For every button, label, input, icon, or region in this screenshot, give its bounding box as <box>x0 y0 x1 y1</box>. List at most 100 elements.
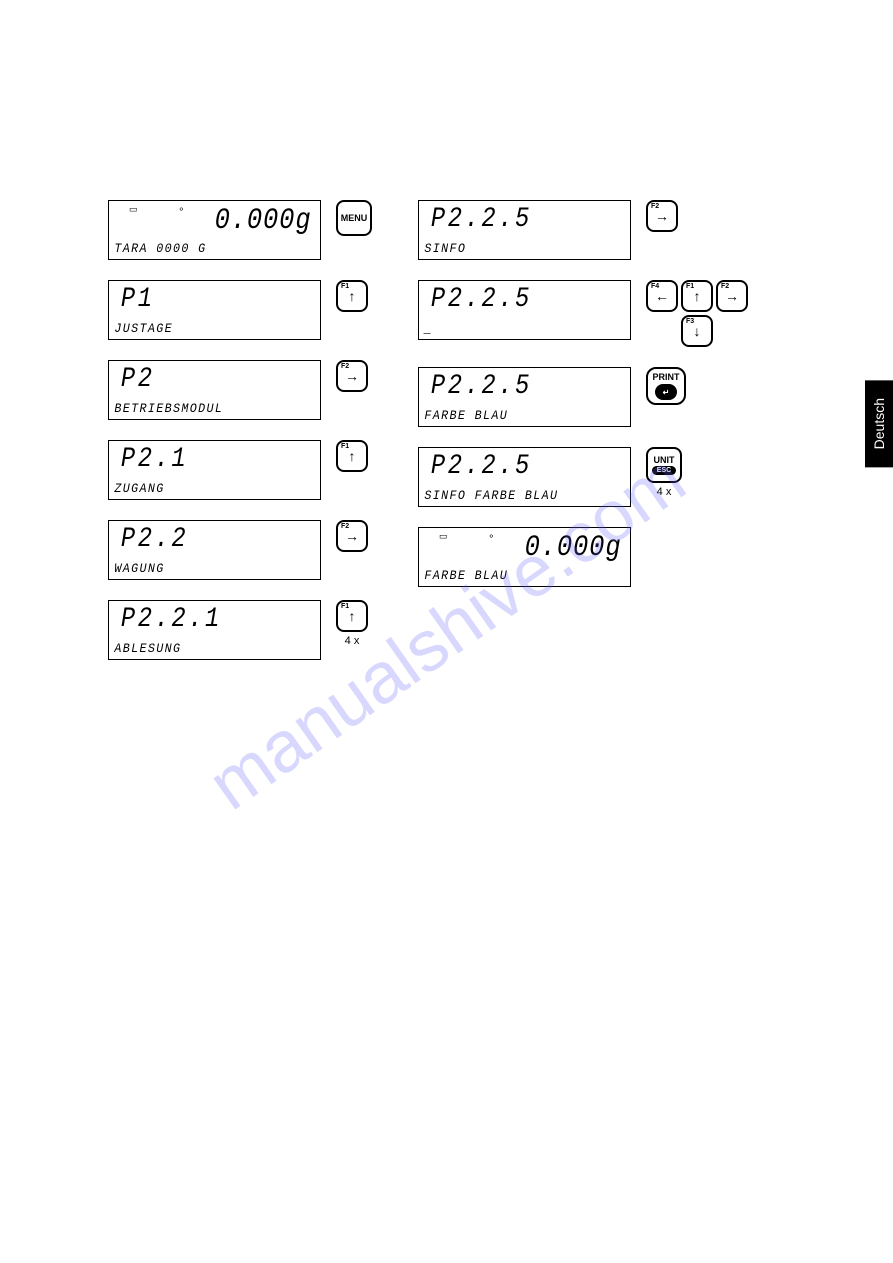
step-row: P2.2 WAGUNG F2→ <box>108 520 372 580</box>
key-label: F2 <box>341 363 349 370</box>
lcd-display: P2.2.5 SINFO FARBE BLAU <box>418 447 631 507</box>
right-column: P2.2.5SINFOF2→P2.2.5_F4←F1↑F3↓F2→P2.2.5F… <box>418 200 748 660</box>
button-wrapper: F2→ <box>336 360 368 392</box>
button-label: UNIT <box>654 455 675 465</box>
button-wrapper: F1↑ <box>336 280 368 312</box>
arrow-icon: ↓ <box>694 323 701 339</box>
button-caption: 4 x <box>657 486 672 498</box>
nav-button-group: F4←F1↑F3↓F2→ <box>646 280 748 347</box>
lcd-display: P2.2 WAGUNG <box>108 520 321 580</box>
esc-label: ESC <box>652 466 676 475</box>
lcd-display: P1 JUSTAGE <box>108 280 321 340</box>
arrow-icon: ↑ <box>349 448 356 464</box>
lcd-main-value: 0.000g <box>141 201 320 238</box>
arrow-icon: → <box>345 368 359 384</box>
arrow-icon: ↑ <box>694 288 701 304</box>
step-row: ▭⚬0.000gTARA 0000 GMENU <box>108 200 372 260</box>
key-label: F2 <box>341 523 349 530</box>
button-wrapper: F1↑ 4 x <box>336 600 368 647</box>
function-key-f2[interactable]: F2→ <box>716 280 748 312</box>
step-row: P2.2.5 SINFO F2→ <box>418 200 748 260</box>
step-row: P2.1 ZUGANG F1↑ <box>108 440 372 500</box>
key-label: F1 <box>341 603 349 610</box>
lcd-main-value: P2.2.1 <box>109 601 288 635</box>
button-wrapper: MENU <box>336 200 372 236</box>
key-label: F1 <box>341 443 349 450</box>
lcd-main-value: P1 <box>109 281 288 315</box>
key-label: F4 <box>651 283 659 290</box>
diagram-content: ▭⚬0.000gTARA 0000 GMENUP1JUSTAGEF1↑P2BET… <box>108 200 828 660</box>
button-wrapper: F1↑ <box>336 440 368 472</box>
button-wrapper: F2→ <box>646 200 678 232</box>
lcd-display: P2 BETRIEBSMODUL <box>108 360 321 420</box>
function-key-f1[interactable]: F1↑ <box>336 600 368 632</box>
left-column: ▭⚬0.000gTARA 0000 GMENUP1JUSTAGEF1↑P2BET… <box>108 200 372 660</box>
step-row: P2 BETRIEBSMODUL F2→ <box>108 360 372 420</box>
lcd-sub-label: ZUGANG <box>109 481 299 499</box>
function-key-f3[interactable]: F3↓ <box>681 315 713 347</box>
arrow-icon: → <box>345 528 359 544</box>
print-button[interactable]: PRINT ↵ <box>646 367 686 405</box>
language-tab: Deutsch <box>865 380 893 467</box>
function-key-f1[interactable]: F1↑ <box>336 440 368 472</box>
lcd-main-value: P2 <box>109 361 288 395</box>
key-label: F2 <box>651 203 659 210</box>
step-row: P2.2.5 SINFO FARBE BLAU UNITESC 4 x <box>418 447 748 507</box>
arrow-icon: → <box>725 288 739 304</box>
lcd-sub-label: SINFO <box>419 241 609 259</box>
function-key-f4[interactable]: F4← <box>646 280 678 312</box>
step-row: ▭⚬0.000gFARBE BLAU <box>418 527 748 587</box>
lcd-display: P2.2.5 FARBE BLAU <box>418 367 631 427</box>
lcd-sub-label: BETRIEBSMODUL <box>109 401 299 419</box>
arrow-icon: ↑ <box>349 608 356 624</box>
enter-icon: ↵ <box>655 384 677 400</box>
lcd-main-value: 0.000g <box>451 528 630 565</box>
lcd-display: ▭⚬0.000gFARBE BLAU <box>418 527 631 587</box>
lcd-display: ▭⚬0.000gTARA 0000 G <box>108 200 321 260</box>
button-wrapper: UNITESC 4 x <box>646 447 682 498</box>
unit-esc-button[interactable]: UNITESC <box>646 447 682 483</box>
function-key-f1[interactable]: F1↑ <box>681 280 713 312</box>
lcd-main-value: P2.2.5 <box>419 448 598 482</box>
button-wrapper: PRINT ↵ <box>646 367 686 405</box>
key-label: F1 <box>686 283 694 290</box>
lcd-sub-label: TARA 0000 G <box>109 241 299 259</box>
lcd-sub-label: _ <box>419 321 609 339</box>
arrow-icon: ↑ <box>349 288 356 304</box>
button-label: MENU <box>341 213 368 223</box>
arrow-icon: ← <box>655 288 669 304</box>
menu-button[interactable]: MENU <box>336 200 372 236</box>
key-label: F1 <box>341 283 349 290</box>
step-row: P1 JUSTAGE F1↑ <box>108 280 372 340</box>
arrow-icon: → <box>655 208 669 224</box>
button-label: PRINT <box>653 372 680 382</box>
lcd-main-value: P2.2.5 <box>419 281 598 315</box>
lcd-main-value: P2.2.5 <box>419 368 598 402</box>
lcd-sub-label: ABLESUNG <box>109 641 299 659</box>
lcd-display: P2.2.1 ABLESUNG <box>108 600 321 660</box>
key-label: F3 <box>686 318 694 325</box>
lcd-main-value: P2.2.5 <box>419 201 598 235</box>
function-key-f2[interactable]: F2→ <box>336 520 368 552</box>
button-wrapper: F4←F1↑F3↓F2→ <box>646 280 748 347</box>
lcd-display: P2.2.5 SINFO <box>418 200 631 260</box>
button-caption: 4 x <box>345 635 360 647</box>
lcd-sub-label: WAGUNG <box>109 561 299 579</box>
lcd-sub-label: FARBE BLAU <box>419 408 609 426</box>
lcd-sub-label: SINFO FARBE BLAU <box>419 488 609 506</box>
step-row: P2.2.5_F4←F1↑F3↓F2→ <box>418 280 748 347</box>
lcd-display: P2.1 ZUGANG <box>108 440 321 500</box>
function-key-f1[interactable]: F1↑ <box>336 280 368 312</box>
function-key-f2[interactable]: F2→ <box>646 200 678 232</box>
lcd-sub-label: JUSTAGE <box>109 321 299 339</box>
lcd-sub-label: FARBE BLAU <box>419 568 609 586</box>
nav-vertical-group: F1↑F3↓ <box>681 280 713 347</box>
function-key-f2[interactable]: F2→ <box>336 360 368 392</box>
step-row: P2.2.5 FARBE BLAU PRINT ↵ <box>418 367 748 427</box>
lcd-main-value: P2.2 <box>109 521 288 555</box>
button-wrapper: F2→ <box>336 520 368 552</box>
lcd-display: P2.2.5 _ <box>418 280 631 340</box>
key-label: F2 <box>721 283 729 290</box>
step-row: P2.2.1 ABLESUNG F1↑ 4 x <box>108 600 372 660</box>
lcd-main-value: P2.1 <box>109 441 288 475</box>
